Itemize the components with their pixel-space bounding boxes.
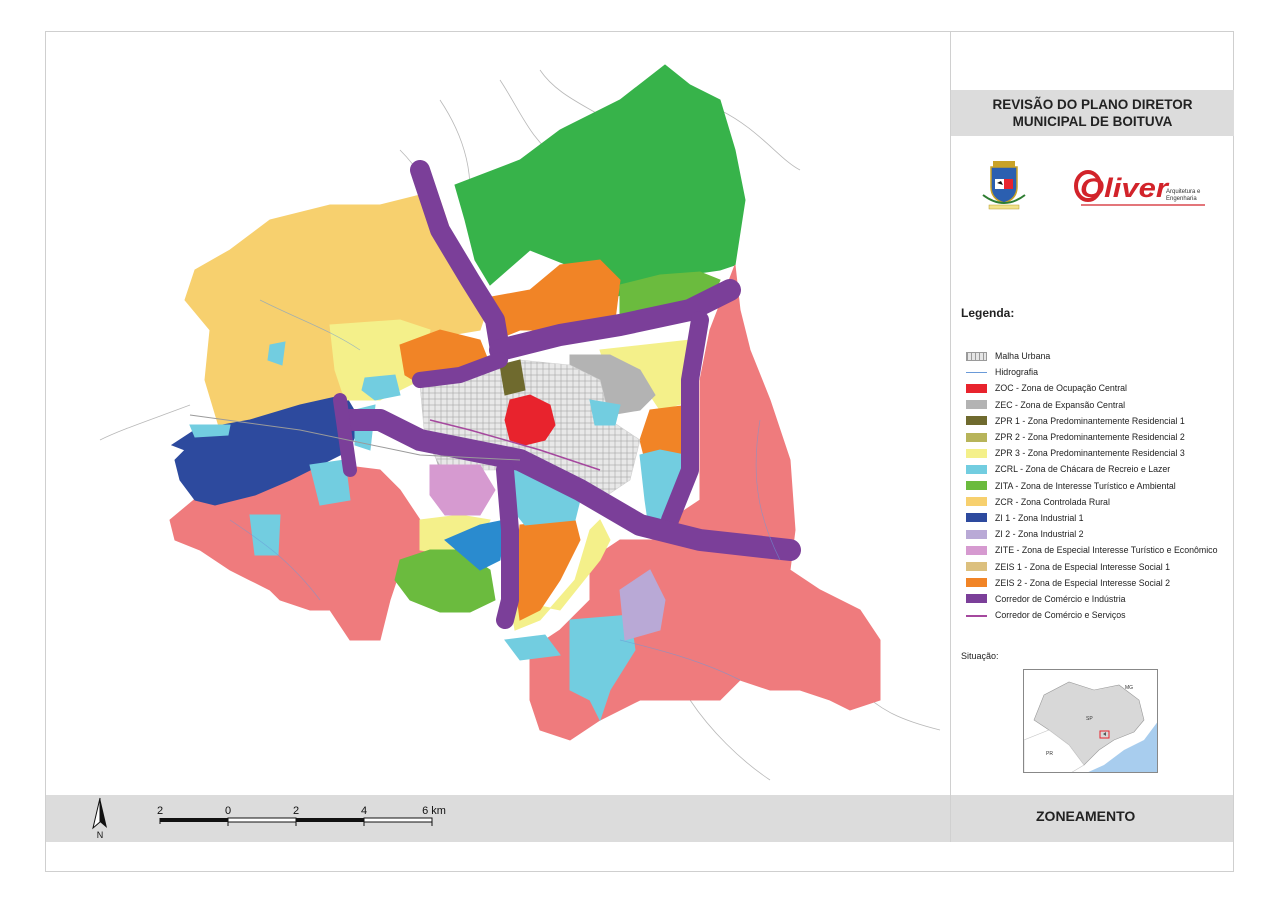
zoning-map[interactable]	[46, 32, 950, 794]
north-label: N	[97, 830, 104, 840]
zone-zita-south[interactable]	[394, 549, 496, 613]
legend-swatch	[966, 400, 987, 410]
scale-tick-4: 6 km	[422, 805, 446, 817]
legend-swatch	[966, 432, 987, 442]
legend-label: ZI 1 - Zona Industrial 1	[995, 512, 1084, 523]
legend-label: ZI 2 - Zona Industrial 2	[995, 529, 1084, 540]
scale-tick-1: 0	[225, 805, 231, 817]
legend-item: ZCR - Zona Controlada Rural	[966, 494, 1217, 510]
zone-zi2[interactable]	[619, 569, 666, 641]
zone-zpr1[interactable]	[499, 359, 526, 396]
legend-label: ZCRL - Zona de Chácara de Recreio e Laze…	[995, 464, 1171, 475]
legend-swatch	[966, 545, 987, 555]
legend-label: ZOC - Zona de Ocupação Central	[995, 383, 1128, 394]
legend-label: ZITA - Zona de Interesse Turístico e Amb…	[995, 480, 1176, 491]
scale-tick-3: 4	[361, 805, 367, 817]
inset-label-mg: MG	[1125, 685, 1133, 691]
legend-swatch	[966, 372, 987, 374]
north-arrow-icon	[100, 798, 107, 828]
inset-label-pr: PR	[1046, 751, 1053, 757]
oliver-brand-sub1: Arquitetura e	[1166, 189, 1201, 195]
scale-tick-0: 2	[157, 805, 163, 817]
legend-label: ZEIS 2 - Zona de Especial Interesse Soci…	[995, 577, 1171, 588]
legend-item: ZPR 1 - Zona Predominantemente Residenci…	[966, 413, 1217, 429]
legend-item: ZEIS 2 - Zona de Especial Interesse Soci…	[966, 575, 1217, 591]
legend-swatch	[966, 594, 987, 604]
inset-ocean	[1088, 722, 1157, 772]
legend-item: ZPR 2 - Zona Predominantemente Residenci…	[966, 429, 1217, 445]
legend-label: Malha Urbana	[995, 351, 1051, 362]
oliver-brand-sub2: Engenharia	[1166, 196, 1197, 202]
legend-item: ZEIS 1 - Zona de Especial Interesse Soci…	[966, 558, 1217, 574]
legend-label: ZEIS 1 - Zona de Especial Interesse Soci…	[995, 561, 1171, 572]
legend-swatch	[966, 562, 987, 572]
inset-label-sp: SP	[1086, 716, 1093, 722]
legend-swatch	[966, 513, 987, 523]
sidebar-divider	[950, 32, 951, 842]
plan-title-line1: REVISÃO DO PLANO DIRETOR	[992, 97, 1193, 112]
legend-item: ZEC - Zona de Expansão Central	[966, 397, 1217, 413]
legend-title: Legenda:	[961, 306, 1015, 320]
north-arrow: N	[92, 797, 107, 840]
legend-item: ZI 1 - Zona Industrial 1	[966, 510, 1217, 526]
legend-swatch	[966, 351, 987, 361]
legend-label: Corredor de Comércio e Serviços	[995, 610, 1126, 621]
legend-label: ZITE - Zona de Especial Interesse Turíst…	[995, 545, 1218, 556]
coat-of-arms-icon	[982, 161, 1026, 210]
legend-item: ZITA - Zona de Interesse Turístico e Amb…	[966, 478, 1217, 494]
plan-title-line2: MUNICIPAL DE BOITUVA	[1012, 114, 1173, 129]
zone-zite[interactable]	[429, 464, 496, 516]
situation-inset-map: MG SP PR	[1023, 669, 1158, 773]
corridor-commerce-industry[interactable]	[333, 160, 801, 629]
legend-swatch	[966, 529, 987, 539]
oliver-brand-word: Oliver	[1080, 173, 1170, 203]
inner-hydrography	[229, 299, 781, 681]
zone-industrial-1[interactable]	[170, 394, 361, 506]
legend-swatch	[966, 614, 987, 617]
legend-swatch	[966, 464, 987, 474]
legend-label: ZPR 3 - Zona Predominantemente Residenci…	[995, 448, 1185, 459]
legend-label: ZPR 1 - Zona Predominantemente Residenci…	[995, 415, 1185, 426]
logos: Oliver Arquitetura e Engenharia	[982, 161, 1205, 210]
legend-label: ZPR 2 - Zona Predominantemente Residenci…	[995, 432, 1185, 443]
legend-item: ZCRL - Zona de Chácara de Recreio e Laze…	[966, 461, 1217, 477]
legend-item: Hidrografia	[966, 364, 1217, 380]
legend-swatch	[966, 448, 987, 458]
legend-swatch	[966, 481, 987, 491]
legend-swatch	[966, 497, 987, 507]
legend-item: Corredor de Comércio e Serviços	[966, 607, 1217, 623]
railway-line	[189, 414, 521, 461]
legend-swatch	[966, 383, 987, 393]
scale-tick-2: 2	[293, 805, 299, 817]
legend-swatch	[966, 416, 987, 426]
legend-item: ZITE - Zona de Especial Interesse Turíst…	[966, 542, 1217, 558]
oliver-logo-icon: Oliver Arquitetura e Engenharia	[1074, 170, 1205, 206]
legend-label: ZCR - Zona Controlada Rural	[995, 496, 1110, 507]
situation-label: Situação:	[961, 651, 999, 661]
legend-label: Corredor de Comércio e Indústria	[995, 593, 1126, 604]
zone-zeis2-south[interactable]	[514, 519, 581, 621]
legend-item: ZI 2 - Zona Industrial 2	[966, 526, 1217, 542]
map-footer-title: ZONEAMENTO	[1036, 808, 1136, 824]
legend: Malha Urbana Hidrografia ZOC - Zona de Ocu…	[966, 348, 1217, 623]
legend-label: Hidrografia	[995, 367, 1039, 378]
zone-zoc[interactable]	[504, 394, 556, 446]
legend-item: ZOC - Zona de Ocupação Central	[966, 380, 1217, 396]
legend-item: Malha Urbana	[966, 348, 1217, 364]
corridor-commerce-services	[429, 419, 601, 471]
legend-label: ZEC - Zona de Expansão Central	[995, 399, 1126, 410]
scale-bar: 2 0 2 4 6 km	[157, 805, 446, 826]
zone-zpr3-northwest[interactable]	[329, 319, 431, 401]
legend-item: ZPR 3 - Zona Predominantemente Residenci…	[966, 445, 1217, 461]
legend-item: Corredor de Comércio e Indústria	[966, 591, 1217, 607]
plan-title: REVISÃO DO PLANO DIRETOR MUNICIPAL DE BO…	[951, 90, 1234, 136]
legend-swatch	[966, 578, 987, 588]
map-frame	[45, 31, 1234, 872]
